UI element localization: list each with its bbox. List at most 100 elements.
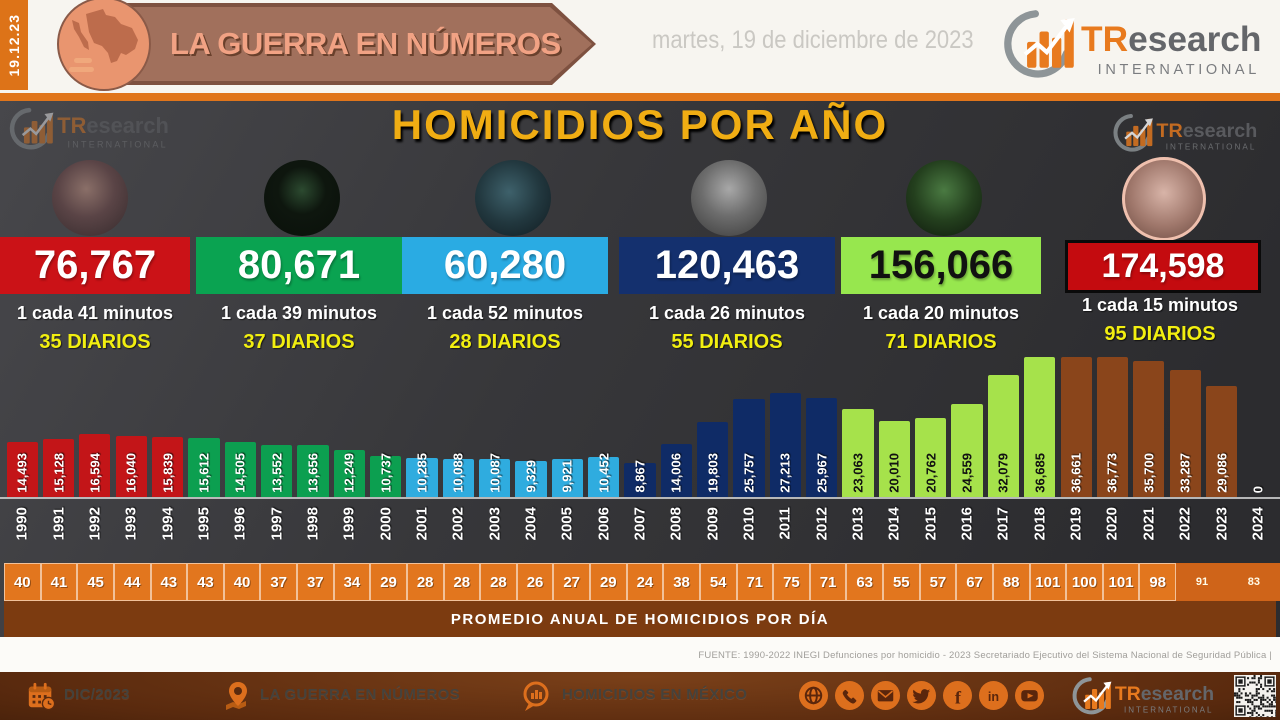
date-stamp-strip: 19.12.23 bbox=[0, 0, 28, 90]
x-tick-label: 2024 bbox=[1249, 507, 1267, 541]
x-tick-2016: 2016 bbox=[949, 503, 985, 561]
bar-value-label: 10,087 bbox=[487, 453, 503, 493]
daily-5: 71 DIARIOS bbox=[885, 331, 997, 353]
bar bbox=[697, 422, 729, 497]
bar-column-1993: 16,040 bbox=[113, 351, 149, 497]
x-tick-label: 1998 bbox=[304, 507, 322, 541]
x-tick-2006: 2006 bbox=[586, 503, 622, 561]
title-banner: LA GUERRA EN NÚMEROS bbox=[98, 7, 592, 81]
avg-cell: 37 bbox=[260, 563, 297, 601]
web-icon[interactable] bbox=[798, 680, 829, 711]
bar-column-1994: 15,839 bbox=[149, 351, 185, 497]
bar-value-label: 14,006 bbox=[668, 453, 684, 493]
x-tick-label: 2001 bbox=[413, 507, 431, 541]
x-tick-label: 2012 bbox=[813, 507, 831, 541]
bar-column-2007: 8,867 bbox=[622, 351, 658, 497]
avg-cell: 41 bbox=[40, 563, 78, 601]
linkedin-icon[interactable]: in bbox=[978, 680, 1009, 711]
bar-value-label: 36,773 bbox=[1104, 453, 1120, 493]
avg-cell: 28 bbox=[480, 563, 517, 601]
footer: DIC/2023 LA GUERRA EN NÚMEROS HOMICIDIOS… bbox=[0, 672, 1280, 720]
bar bbox=[1096, 357, 1129, 497]
avg-value: 83 bbox=[1247, 576, 1261, 588]
full-date: martes, 19 de diciembre de 2023 bbox=[652, 26, 974, 54]
x-tick-1995: 1995 bbox=[186, 503, 222, 561]
bar bbox=[369, 456, 402, 497]
bar-value-label: 8,867 bbox=[632, 460, 648, 493]
rate-4: 1 cada 26 minutos bbox=[648, 303, 806, 323]
bar-value-label: 32,079 bbox=[995, 453, 1011, 493]
avg-cell: 26 bbox=[516, 563, 554, 601]
avg-cell: 98 bbox=[1139, 563, 1176, 601]
bar-column-2012: 25,967 bbox=[804, 351, 840, 497]
x-tick-label: 1999 bbox=[340, 507, 358, 541]
date-stamp: 19.12.23 bbox=[6, 13, 22, 77]
x-tick-label: 1993 bbox=[122, 507, 140, 541]
bar bbox=[79, 434, 111, 497]
x-tick-label: 2019 bbox=[1067, 507, 1085, 541]
x-tick-2011: 2011 bbox=[767, 503, 803, 561]
avg-cell: 57 bbox=[919, 563, 957, 601]
calendar-icon bbox=[28, 682, 56, 711]
president-photo-6 bbox=[1122, 157, 1206, 241]
x-tick-2003: 2003 bbox=[476, 503, 512, 561]
bar-value-label: 23,063 bbox=[850, 453, 866, 493]
email-icon[interactable] bbox=[870, 680, 901, 711]
avg-cell: 63 bbox=[846, 563, 883, 601]
bar bbox=[333, 450, 365, 497]
bar-value-label: 36,685 bbox=[1032, 453, 1048, 493]
bar bbox=[479, 459, 511, 497]
x-tick-2010: 2010 bbox=[731, 503, 767, 561]
bar bbox=[806, 398, 838, 497]
bar-column-2018: 36,685 bbox=[1022, 351, 1058, 497]
x-tick-label: 2000 bbox=[377, 507, 395, 541]
avg-cell: 101 bbox=[1029, 563, 1067, 601]
bar bbox=[151, 437, 184, 497]
source-strip: FUENTE: 1990-2022 INEGI Defunciones por … bbox=[0, 637, 1280, 672]
bar-value-label: 10,088 bbox=[450, 453, 466, 493]
avg-cell: 38 bbox=[663, 563, 700, 601]
x-tick-2004: 2004 bbox=[513, 503, 549, 561]
avg-cell: 45 bbox=[77, 563, 114, 601]
x-tick-2013: 2013 bbox=[840, 503, 876, 561]
bar-value-label: 10,285 bbox=[414, 453, 430, 493]
x-tick-2018: 2018 bbox=[1022, 503, 1058, 561]
bar-column-2024: 0 bbox=[1240, 351, 1276, 497]
bar bbox=[1169, 370, 1201, 497]
twitter-icon[interactable] bbox=[906, 680, 937, 711]
bar-value-label: 9,921 bbox=[559, 460, 575, 493]
bar-column-2005: 9,921 bbox=[549, 351, 585, 497]
x-tick-1997: 1997 bbox=[258, 503, 294, 561]
avg-cell-merged: 91 83 bbox=[1176, 563, 1280, 601]
avg-cell: 75 bbox=[773, 563, 810, 601]
x-tick-label: 2023 bbox=[1213, 507, 1231, 541]
avg-cell: 34 bbox=[333, 563, 371, 601]
avg-value: 91 bbox=[1195, 576, 1209, 588]
bar-value-label: 15,612 bbox=[196, 453, 212, 493]
brand-logo-footer bbox=[1060, 677, 1228, 717]
bar-column-2017: 32,079 bbox=[985, 351, 1021, 497]
bar-value-label: 0 bbox=[1250, 485, 1266, 493]
bar bbox=[733, 399, 765, 497]
x-tick-2007: 2007 bbox=[622, 503, 658, 561]
facebook-icon[interactable]: f bbox=[942, 680, 973, 711]
bar-value-label: 24,559 bbox=[959, 453, 975, 493]
youtube-icon[interactable] bbox=[1014, 680, 1045, 711]
x-tick-label: 1992 bbox=[86, 507, 104, 541]
bar bbox=[878, 421, 911, 497]
x-tick-2001: 2001 bbox=[404, 503, 440, 561]
president-photo-4 bbox=[691, 160, 767, 236]
bar-chart: 14,493 15,128 16,594 16,040 15,839 15,612 14,5… bbox=[4, 351, 1276, 497]
x-tick-2022: 2022 bbox=[1167, 503, 1203, 561]
bar-column-2020: 36,773 bbox=[1094, 351, 1130, 497]
daily-1: 35 DIARIOS bbox=[39, 331, 151, 353]
x-tick-label: 1990 bbox=[13, 507, 31, 541]
bar bbox=[1133, 361, 1165, 497]
phone-icon[interactable] bbox=[834, 680, 865, 711]
source-text: FUENTE: 1990-2022 INEGI Defunciones por … bbox=[698, 650, 1272, 661]
bar bbox=[115, 436, 147, 497]
x-tick-1996: 1996 bbox=[222, 503, 258, 561]
bar-value-label: 15,128 bbox=[51, 453, 67, 493]
bar bbox=[987, 375, 1020, 497]
total-box-5: 156,066 bbox=[841, 237, 1041, 294]
